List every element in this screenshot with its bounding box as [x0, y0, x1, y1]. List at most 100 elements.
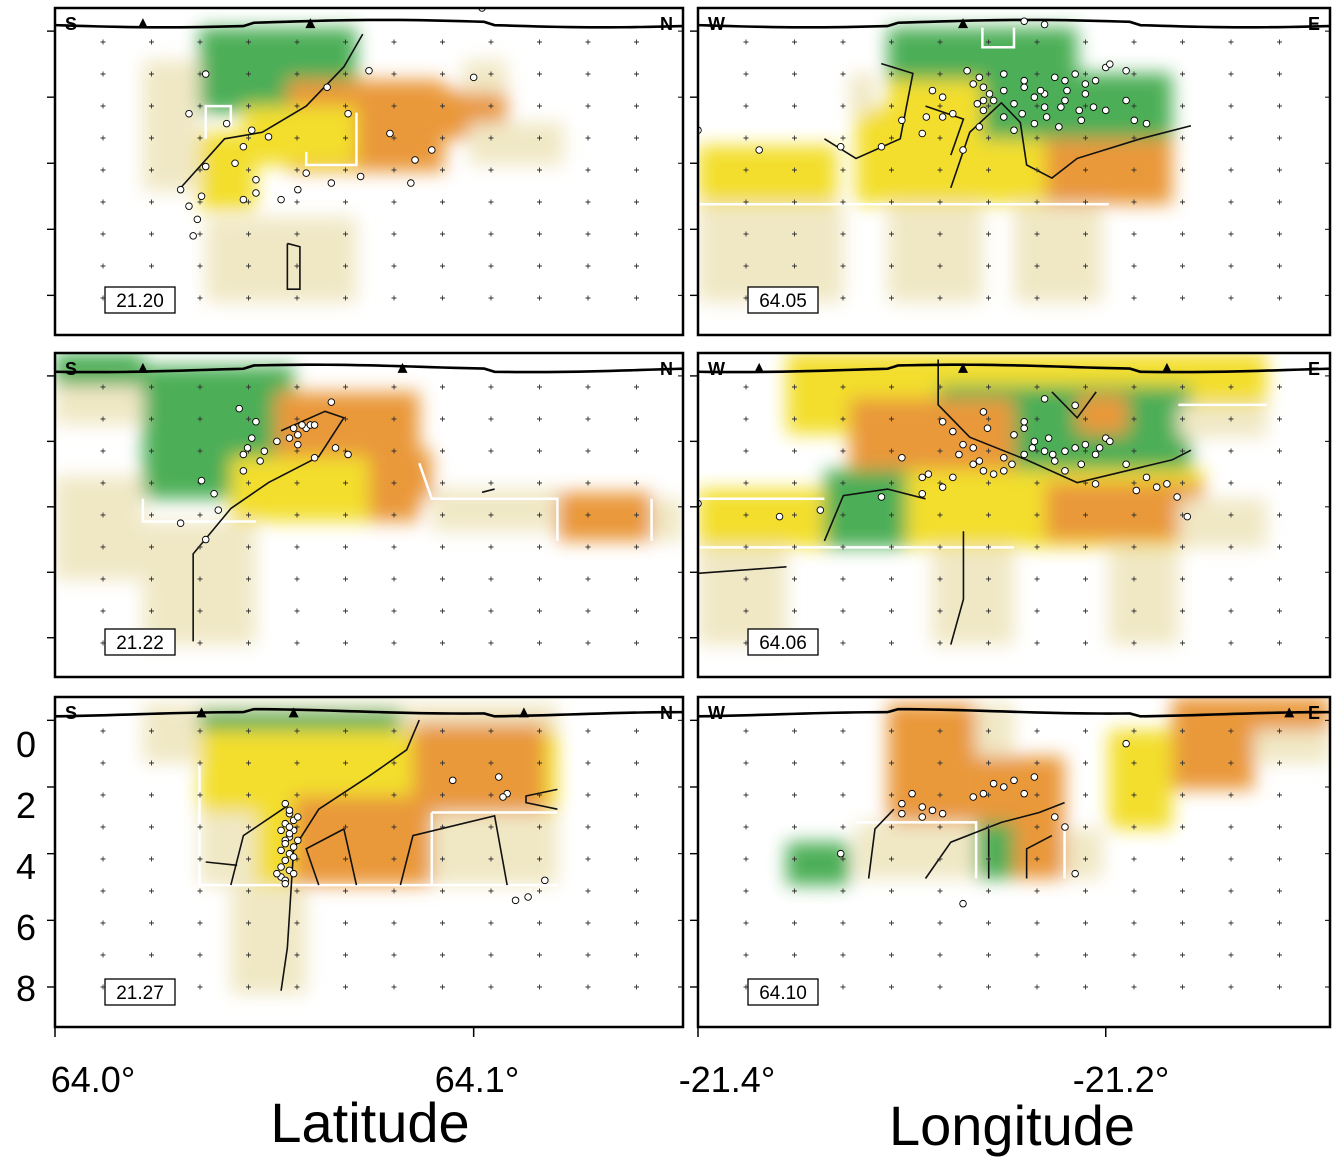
- velocity-cell-green: [824, 469, 907, 548]
- earthquake-marker: [983, 424, 992, 433]
- earthquake-marker: [1071, 401, 1079, 410]
- contour-line: [192, 410, 346, 642]
- earthquake-marker: [898, 809, 906, 818]
- y-tick-0: 0: [16, 724, 36, 765]
- earthquake-marker: [239, 450, 248, 459]
- velocity-cell-yellow: [230, 456, 369, 522]
- station-triangle: [958, 362, 969, 373]
- earthquake-marker: [1020, 17, 1028, 25]
- earthquake-marker: [979, 96, 988, 105]
- earthquake-marker: [239, 195, 248, 204]
- contour-line: [205, 861, 238, 867]
- station-triangle: [754, 362, 765, 373]
- earthquake-marker: [1055, 123, 1063, 131]
- earthquake-marker: [210, 489, 218, 498]
- contour-line: [481, 488, 495, 494]
- earthquake-marker: [281, 799, 290, 808]
- contour-line: [924, 801, 1065, 879]
- station-triangle: [196, 707, 207, 718]
- earthquake-marker: [281, 879, 290, 888]
- earthquake-marker: [985, 90, 994, 98]
- earthquake-marker: [365, 67, 373, 75]
- slice-label-box: [747, 978, 819, 1006]
- station-triangle: [137, 18, 148, 29]
- end-label-start: W: [708, 359, 725, 379]
- earthquake-marker: [959, 146, 967, 154]
- earthquake-events: [698, 395, 1192, 521]
- panel-64-10: W E 64.10: [690, 695, 1332, 1029]
- earthquake-marker: [949, 427, 957, 436]
- earthquake-marker: [327, 398, 336, 406]
- velocity-cell-pale: [55, 385, 143, 425]
- earthquake-marker: [294, 431, 302, 439]
- velocity-cell-green: [786, 842, 850, 886]
- contour-line: [286, 242, 301, 291]
- earthquake-marker: [1106, 60, 1114, 68]
- station-triangle: [518, 707, 529, 718]
- contour-line: [525, 788, 558, 810]
- earthquake-marker: [277, 863, 285, 871]
- earthquake-marker: [1091, 480, 1100, 488]
- velocity-cell-pale: [469, 122, 564, 165]
- earthquake-marker: [1000, 467, 1008, 475]
- station-triangle: [1284, 707, 1295, 718]
- earthquake-marker: [1030, 119, 1039, 128]
- earthquake-marker: [1040, 395, 1049, 403]
- velocity-cell-orange: [1077, 395, 1128, 434]
- earthquake-marker: [1030, 773, 1039, 781]
- earthquake-marker: [294, 185, 302, 194]
- earthquake-marker: [898, 799, 906, 808]
- velocity-cell-pale: [1108, 547, 1179, 645]
- earthquake-marker: [1081, 90, 1090, 98]
- end-label-start: W: [708, 14, 725, 34]
- velocity-field: [142, 27, 564, 303]
- earthquake-marker: [918, 803, 927, 811]
- earthquake-marker: [176, 519, 185, 527]
- earthquake-marker: [189, 232, 197, 240]
- earthquake-marker: [1183, 512, 1192, 521]
- earthquake-marker: [1077, 116, 1086, 125]
- earthquake-marker: [248, 126, 256, 134]
- cell-boundary: [204, 104, 233, 139]
- earthquake-marker: [185, 202, 193, 210]
- earthquake-marker: [289, 424, 298, 433]
- topography-line: [698, 363, 1330, 374]
- earthquake-marker: [949, 473, 957, 482]
- earthquake-marker: [310, 453, 319, 462]
- earthquake-marker: [323, 83, 331, 92]
- earthquake-marker: [294, 440, 302, 449]
- earthquake-marker: [1071, 70, 1079, 78]
- earthquake-marker: [1142, 119, 1151, 128]
- y-tick-8: 8: [16, 968, 36, 1009]
- earthquake-marker: [1122, 739, 1130, 748]
- earthquake-marker: [959, 899, 967, 908]
- earthquake-marker: [975, 123, 984, 131]
- earthquake-marker: [989, 96, 998, 105]
- earthquake-marker: [938, 483, 947, 491]
- earthquake-marker: [1075, 106, 1083, 115]
- topography-line: [698, 18, 1330, 29]
- panel-frame: [696, 6, 1332, 337]
- earthquake-marker: [949, 109, 957, 118]
- velocity-cell-pale: [431, 812, 558, 886]
- velocity-cell-yellow: [698, 145, 838, 205]
- earthquake-marker: [1020, 76, 1028, 85]
- earthquake-marker: [235, 404, 243, 413]
- station-triangle: [137, 362, 148, 373]
- earthquake-marker: [1000, 783, 1008, 791]
- panel-frame: [53, 695, 685, 1029]
- slice-label: 21.20: [116, 291, 164, 312]
- contour-line: [230, 805, 288, 886]
- end-label-end: E: [1308, 14, 1320, 34]
- grid-crosses: [100, 728, 639, 990]
- earthquake-marker: [955, 450, 963, 459]
- earthquake-marker: [969, 460, 977, 469]
- topography-line: [698, 707, 1330, 718]
- earthquake-marker: [979, 789, 988, 798]
- earthquake-marker: [908, 789, 916, 798]
- earthquake-marker: [918, 489, 927, 498]
- earthquake-marker: [289, 843, 298, 851]
- earthquake-marker: [1048, 450, 1057, 459]
- earthquake-marker: [979, 467, 988, 475]
